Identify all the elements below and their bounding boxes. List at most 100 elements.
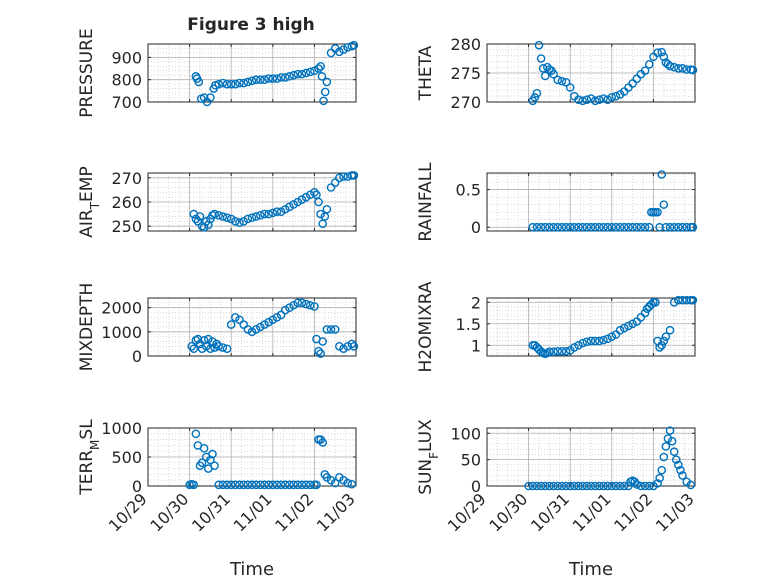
- panel-4-data-point: [536, 222, 546, 232]
- panel-5-data-point: [226, 320, 236, 329]
- panel-6-data-point: [603, 334, 612, 344]
- panel-2-data-point: [538, 64, 548, 73]
- panel-7-data-point: [268, 480, 278, 490]
- panel-3-data-point: [235, 218, 244, 227]
- panel-7-data-point: [260, 480, 269, 490]
- panel-4-data-point: [553, 222, 563, 232]
- panel-8-data-point: [611, 481, 621, 491]
- panel-5-data-point: [264, 317, 273, 327]
- panel-3-data-point: [260, 209, 269, 219]
- panel-5-data-point: [305, 300, 315, 310]
- panel-6-y-tick-label: 1.5: [456, 315, 481, 334]
- panel-1-data-point: [231, 79, 240, 89]
- panel-8-data-point: [607, 481, 617, 491]
- panel-4-data-point: [669, 222, 679, 232]
- panel-4-data-point: [578, 222, 587, 232]
- panel-6-data-point: [595, 336, 604, 346]
- panel-1-data-point: [235, 78, 244, 88]
- panel-1-data-point: [272, 74, 282, 83]
- panel-8-x-axis-label: Time: [568, 559, 613, 580]
- panel-4-data-point: [653, 207, 662, 217]
- panel-8-data-point: [615, 481, 625, 491]
- panel-7-x-tick-label: 10/29: [105, 489, 151, 535]
- panel-8-data-point: [578, 481, 587, 491]
- panel-4-data-point: [565, 222, 575, 232]
- panel-8-data-point: [599, 481, 608, 491]
- panel-4-plot-area: [487, 173, 695, 231]
- panel-5-y-tick-label: 1000: [101, 323, 142, 342]
- panel-1-data-point: [317, 72, 327, 81]
- panel-6-data-point: [669, 297, 679, 307]
- panel-8-data-point: [632, 480, 642, 489]
- panel-5-data-point: [197, 344, 207, 354]
- panel-7-data-point: [256, 480, 265, 490]
- panel-8-x-tick-label: 10/29: [444, 489, 490, 535]
- panel-5-y-tick-label: 0: [132, 347, 142, 366]
- panel-2-data-point: [565, 83, 575, 92]
- panel-3-data-point: [349, 171, 359, 180]
- panel-5-data-point: [218, 343, 228, 352]
- panel-2-data-point: [688, 65, 698, 75]
- panel-6-data-point: [682, 295, 691, 305]
- panel-3-data-point: [314, 197, 323, 207]
- panel-8-y-axis-label: SUNFLUX: [416, 419, 441, 495]
- panel-4-data-point: [528, 222, 538, 232]
- panel-4-data-point: [636, 222, 646, 232]
- panel-7-data-point: [264, 480, 273, 490]
- panel-6-axes-box: [486, 297, 696, 357]
- panel-7-x-tick-label: 11/01: [230, 489, 276, 535]
- panel-8-data-point: [536, 481, 546, 491]
- panel-2-data-point: [669, 62, 679, 72]
- panel-3-data-point: [231, 217, 240, 226]
- panel-2-data-point: [678, 64, 687, 73]
- panel-6-y-tick-label: 2: [471, 293, 481, 312]
- panel-5-data-point: [251, 325, 261, 334]
- panel-4-data-point: [644, 222, 654, 232]
- panel-4-data-point: [659, 200, 669, 209]
- panel-5-data-point: [243, 325, 253, 334]
- panel-3-y-tick-label: 260: [111, 193, 142, 212]
- panel-3-data-point: [239, 217, 248, 226]
- panel-6-data-point: [657, 340, 667, 350]
- panel-8-data-point: [549, 481, 558, 491]
- panel-1-data-point: [276, 73, 286, 82]
- panel-3-data-point: [214, 210, 224, 220]
- panel-8-data-point: [619, 481, 629, 491]
- panel-8-data-point: [582, 481, 592, 491]
- panel-8-x-tick-label: 11/01: [569, 489, 615, 535]
- panel-7-x-tick-label: 11/03: [313, 489, 359, 535]
- panel-1-data-point: [316, 62, 325, 71]
- panel-4-data-point: [545, 222, 554, 232]
- panel-3-data-point: [280, 204, 290, 214]
- panel-1-data-point: [297, 69, 307, 79]
- panel-6-data-point: [628, 319, 637, 329]
- panel-5-data-point: [247, 327, 257, 337]
- panel-5-data-point: [289, 300, 298, 310]
- panel-4-y-tick-label: 0: [471, 218, 481, 237]
- panel-5-data-point: [189, 344, 199, 354]
- panel-5-data-point: [349, 342, 359, 351]
- panel-1-y-tick-label: 700: [111, 93, 142, 112]
- panel-8-data-point: [624, 481, 633, 491]
- panel-8-y-tick-label: 0: [471, 477, 481, 496]
- panel-5-data-point: [310, 302, 319, 311]
- panel-8-x-tick-label: 10/30: [485, 489, 531, 535]
- panel-1-axes-box: [147, 43, 357, 103]
- panel-4-data-point: [540, 222, 550, 232]
- panel-8-data-point: [532, 481, 542, 491]
- panel-5-data-point: [326, 325, 336, 334]
- panel-5-axes-box: [147, 297, 357, 357]
- panel-4-data-point: [682, 222, 691, 232]
- panel-6-data-point: [659, 336, 669, 346]
- panel-3-data-point: [193, 217, 203, 226]
- panel-8-x-tick-label: 10/31: [527, 489, 573, 535]
- panel-1-data-point: [301, 68, 311, 78]
- panel-7-data-point: [305, 480, 315, 490]
- panel-2-data-point: [549, 69, 558, 79]
- panel-4-data-point: [595, 222, 604, 232]
- panel-1-data-point: [260, 75, 269, 84]
- panel-2-data-point: [574, 95, 583, 104]
- panel-6-data-point: [578, 338, 587, 348]
- panel-3-data-point: [330, 178, 340, 187]
